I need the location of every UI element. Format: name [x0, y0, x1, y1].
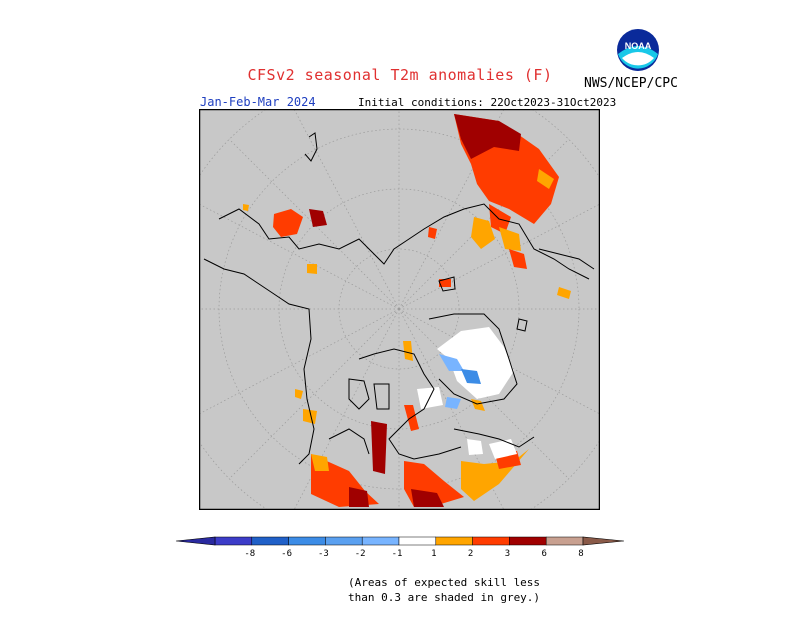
colorbar-bin	[251, 536, 289, 546]
colorbar-tick-label: -1	[392, 549, 403, 559]
colorbar-tick-label: -8	[244, 549, 255, 559]
colorbar-bin	[509, 536, 547, 546]
colorbar-tick-label: 8	[578, 549, 583, 559]
colorbar-tick-label: -6	[281, 549, 292, 559]
anomaly-north-america	[295, 389, 529, 507]
colorbar-bin	[472, 536, 510, 546]
noaa-logo: NOAA	[617, 29, 659, 71]
anomaly-eurasia	[454, 114, 571, 299]
colorbar-bin	[288, 536, 326, 546]
initial-conditions-label: Initial conditions: 22Oct2023-31Oct2023	[358, 96, 617, 109]
anomaly-greenland	[403, 327, 514, 411]
season-label: Jan-Feb-Mar 2024	[200, 95, 316, 109]
colorbar-tick-label: 3	[505, 549, 510, 559]
svg-text:NOAA: NOAA	[625, 41, 652, 51]
colorbar-bin	[398, 536, 437, 546]
colorbar-tick-label: 6	[541, 549, 546, 559]
footnote-line1: (Areas of expected skill less	[348, 576, 541, 589]
colorbar-bin	[545, 536, 584, 546]
colorbar-bin	[325, 536, 363, 546]
footnote-line2: than 0.3 are shaded in grey.)	[348, 591, 541, 604]
colorbar-bin	[214, 536, 253, 546]
colorbar-tick-label: -2	[355, 549, 366, 559]
colorbar-bin	[435, 536, 473, 546]
colorbar-tick-label: 1	[431, 549, 436, 559]
map-frame	[199, 109, 600, 510]
colorbar-bin	[361, 536, 400, 546]
map-title: CFSv2 seasonal T2m anomalies (F)	[247, 66, 553, 84]
colorbar-tick-label: -3	[318, 549, 329, 559]
colorbar-tick-label: 2	[468, 549, 473, 559]
colorbar-high-arrow	[582, 536, 625, 546]
colorbar-low-arrow	[175, 536, 216, 546]
polar-map	[199, 109, 600, 510]
coastlines	[203, 132, 595, 465]
colorbar: -8 -6 -3 -2 -1 1 2 3 6 8	[175, 536, 625, 559]
anomaly-west	[243, 204, 451, 287]
agency-label: NWS/NCEP/CPC	[584, 76, 678, 91]
